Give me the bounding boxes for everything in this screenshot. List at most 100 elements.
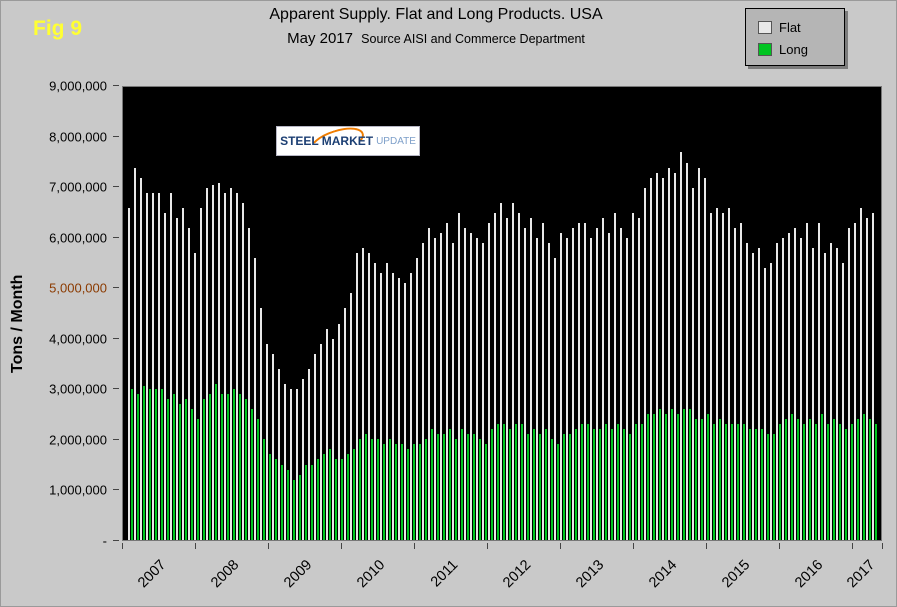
month-bar-group [842, 87, 847, 540]
flat-bar [674, 172, 677, 540]
long-bar [370, 439, 373, 540]
month-bar-group [170, 87, 175, 540]
bars-container [123, 87, 881, 540]
flat-bar [344, 308, 347, 540]
long-bar [340, 459, 343, 540]
logo-text-steel: STEEL [280, 134, 319, 148]
flat-bar [590, 238, 593, 540]
long-bar [748, 429, 751, 540]
month-bar-group [140, 87, 145, 540]
month-bar-group [386, 87, 391, 540]
long-bar [202, 399, 205, 540]
y-tick-label: 5,000,000 [49, 280, 107, 296]
flat-bar [722, 212, 725, 540]
long-bar [814, 424, 817, 540]
flat-bar [524, 227, 527, 540]
long-bar [676, 414, 679, 540]
long-bar [640, 424, 643, 540]
x-year-label: 2014 [646, 557, 681, 592]
long-bar [556, 444, 559, 540]
month-bar-group [578, 87, 583, 540]
month-bar-group [728, 87, 733, 540]
flat-bar [536, 238, 539, 540]
chart-title: Apparent Supply. Flat and Long Products.… [269, 6, 603, 23]
flat-bar [668, 167, 671, 540]
flat-bar [818, 222, 821, 540]
long-bar [256, 419, 259, 540]
legend-label-flat: Flat [779, 19, 801, 35]
month-bar-group [314, 87, 319, 540]
flat-bar [176, 217, 179, 540]
month-bar-group [548, 87, 553, 540]
flat-bar [146, 192, 149, 540]
title-block: Apparent Supply. Flat and Long Products.… [151, 6, 721, 47]
long-bar [142, 386, 145, 540]
x-tick-mark [559, 543, 561, 549]
long-bar [562, 434, 565, 540]
legend-label-long: Long [779, 41, 808, 57]
month-bar-group [638, 87, 643, 540]
logo-text-market: MARKET [321, 134, 374, 148]
month-bar-group [614, 87, 619, 540]
month-bar-group [734, 87, 739, 540]
long-bar [508, 429, 511, 540]
month-bar-group [218, 87, 223, 540]
long-bar [322, 454, 325, 540]
flat-bar [464, 227, 467, 540]
long-bar [694, 419, 697, 540]
month-bar-group [626, 87, 631, 540]
x-tick-mark [486, 543, 488, 549]
flat-bar [266, 343, 269, 540]
flat-bar [272, 353, 275, 540]
month-bar-group [416, 87, 421, 540]
x-year-label: 2015 [719, 557, 754, 592]
month-bar-group [266, 87, 271, 540]
y-tick-mark [113, 287, 119, 289]
month-bar-group [482, 87, 487, 540]
flat-bar [182, 207, 185, 540]
long-bar [736, 424, 739, 540]
month-bar-group [212, 87, 217, 540]
smu-logo: STEEL MARKET UPDATE [276, 126, 420, 156]
x-tick-mark [778, 543, 780, 549]
long-bar [724, 424, 727, 540]
flat-bar [698, 167, 701, 540]
month-bar-group [560, 87, 565, 540]
flat-bar [854, 222, 857, 540]
long-bar [310, 464, 313, 540]
month-bar-group [446, 87, 451, 540]
month-bar-group [320, 87, 325, 540]
month-bar-group [746, 87, 751, 540]
flat-bar [170, 192, 173, 540]
long-bar [580, 424, 583, 540]
long-bar [484, 444, 487, 540]
month-bar-group [782, 87, 787, 540]
flat-bar [164, 212, 167, 540]
flat-bar [812, 248, 815, 540]
flat-bar [326, 328, 329, 540]
flat-bar [158, 192, 161, 540]
x-tick-mark [194, 543, 196, 549]
flat-bar [554, 258, 557, 540]
flat-bar [572, 227, 575, 540]
flat-bar [806, 222, 809, 540]
flat-bar [218, 182, 221, 540]
long-bar [826, 424, 829, 540]
long-bar [328, 449, 331, 540]
flat-bar [260, 308, 263, 540]
flat-bar [332, 338, 335, 540]
long-bar [184, 399, 187, 540]
long-bar [292, 479, 295, 540]
month-bar-group [392, 87, 397, 540]
flat-bar [506, 217, 509, 540]
flat-bar [404, 283, 407, 540]
long-bar [520, 424, 523, 540]
month-bar-group [644, 87, 649, 540]
month-bar-group [698, 87, 703, 540]
long-bar [250, 409, 253, 540]
flat-bar [632, 212, 635, 540]
x-tick-mark [851, 543, 853, 549]
long-swatch-icon [758, 42, 772, 56]
y-tick-mark [113, 186, 119, 188]
month-bar-group [866, 87, 871, 540]
